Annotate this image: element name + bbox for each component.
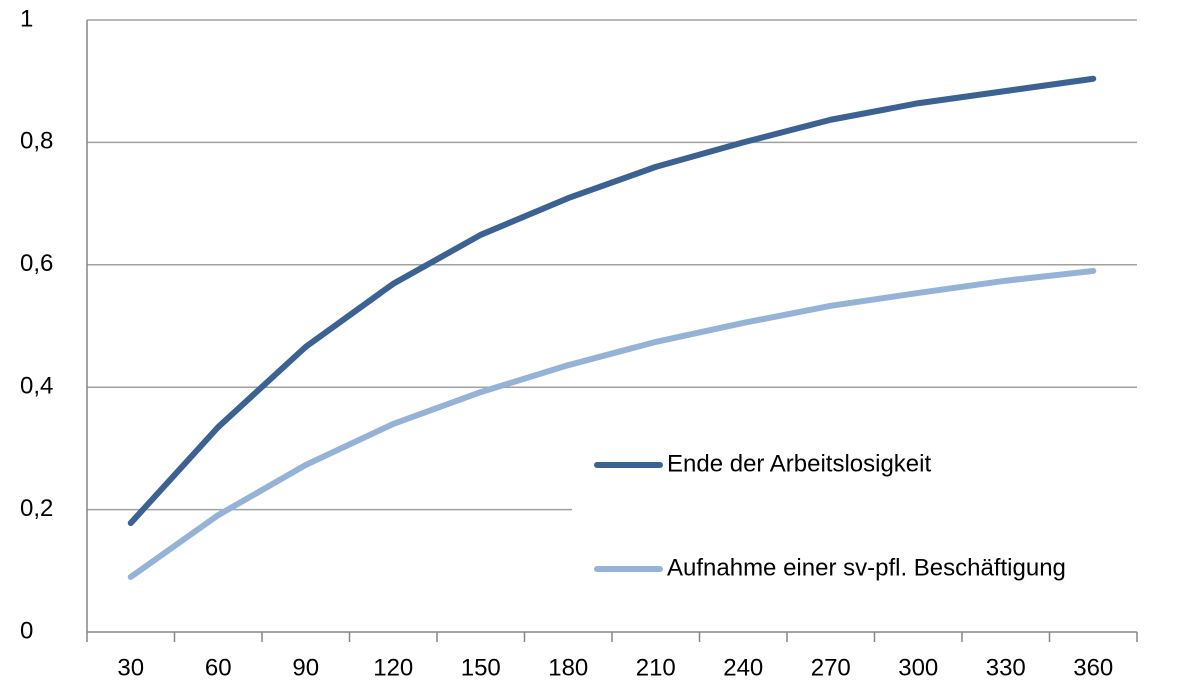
- line-series: [127, 75, 1097, 527]
- y-tick-label: 0,8: [20, 128, 53, 155]
- y-tick-label: 0,2: [20, 495, 53, 522]
- legend-box: [572, 430, 1137, 605]
- x-tick-label: 180: [548, 654, 588, 681]
- x-tick-label: 210: [636, 654, 676, 681]
- y-tick-label: 0,4: [20, 373, 53, 400]
- legend-label: Aufnahme einer sv-pfl. Beschäftigung: [667, 554, 1066, 581]
- x-tick-label: 360: [1073, 654, 1113, 681]
- x-tick-label: 330: [986, 654, 1026, 681]
- x-tick-label: 120: [373, 654, 413, 681]
- y-tick-label: 1: [20, 5, 33, 32]
- x-tick-label: 30: [117, 654, 144, 681]
- x-tick-label: 150: [461, 654, 501, 681]
- x-tick-label: 270: [811, 654, 851, 681]
- x-tick-label: 60: [205, 654, 232, 681]
- line-series: [127, 267, 1097, 580]
- x-tick-label: 240: [723, 654, 763, 681]
- legend-label: Ende der Arbeitslosigkeit: [667, 450, 931, 477]
- y-tick-label: 0: [20, 617, 33, 644]
- x-tick-label: 300: [898, 654, 938, 681]
- x-tick-label: 90: [292, 654, 319, 681]
- y-tick-label: 0,6: [20, 250, 53, 277]
